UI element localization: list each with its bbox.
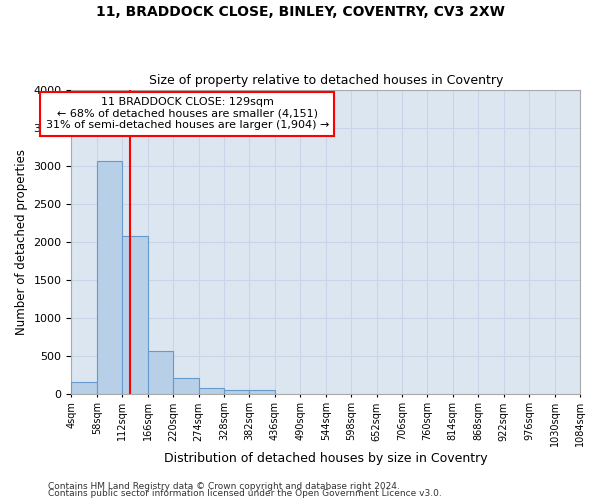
Text: 11, BRADDOCK CLOSE, BINLEY, COVENTRY, CV3 2XW: 11, BRADDOCK CLOSE, BINLEY, COVENTRY, CV… <box>95 5 505 19</box>
Text: 11 BRADDOCK CLOSE: 129sqm
← 68% of detached houses are smaller (4,151)
31% of se: 11 BRADDOCK CLOSE: 129sqm ← 68% of detac… <box>46 97 329 130</box>
Bar <box>224 390 250 394</box>
Bar <box>71 382 97 394</box>
Bar <box>122 236 148 394</box>
Bar <box>148 350 173 394</box>
Y-axis label: Number of detached properties: Number of detached properties <box>15 148 28 334</box>
Bar <box>173 378 199 394</box>
Bar <box>250 390 275 394</box>
Title: Size of property relative to detached houses in Coventry: Size of property relative to detached ho… <box>149 74 503 87</box>
Bar <box>97 161 122 394</box>
X-axis label: Distribution of detached houses by size in Coventry: Distribution of detached houses by size … <box>164 452 488 465</box>
Bar <box>199 388 224 394</box>
Text: Contains public sector information licensed under the Open Government Licence v3: Contains public sector information licen… <box>48 490 442 498</box>
Text: Contains HM Land Registry data © Crown copyright and database right 2024.: Contains HM Land Registry data © Crown c… <box>48 482 400 491</box>
